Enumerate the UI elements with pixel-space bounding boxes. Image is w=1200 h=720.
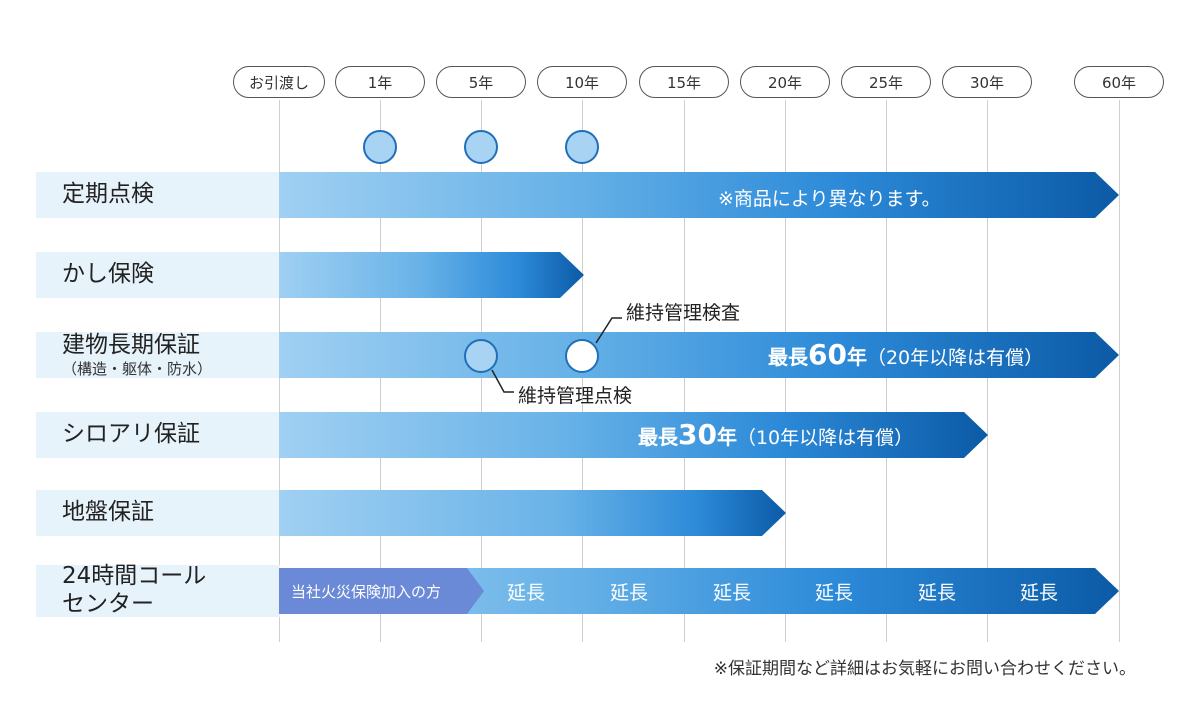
bar-defect-insurance [279, 252, 584, 298]
extension-label: 延長 [1020, 581, 1059, 604]
inspection-marker-10y [565, 130, 599, 164]
footnote: ※保証期間など詳細はお気軽にお問い合わせください。 [713, 659, 1136, 679]
row-sublabel-text: （構造・躯体・防水） [62, 360, 213, 379]
row-label-text: かし保険 [62, 261, 154, 288]
tick-20y: 20年 [740, 66, 830, 98]
bar-ground-warranty [279, 490, 786, 536]
row-label-periodic-inspection: 定期点検 [36, 172, 280, 218]
extension-label: 延長 [507, 581, 546, 604]
max-note: （20年以降は有償） [866, 347, 1044, 369]
row-label-termite-warranty: シロアリ保証 [36, 412, 280, 458]
row-label-call-center: 24時間コール センター [36, 563, 280, 617]
tick-5y: 5年 [436, 66, 526, 98]
bar-periodic-inspection [279, 172, 1119, 218]
extension-label: 延長 [610, 581, 649, 604]
max-prefix: 最長 [638, 425, 678, 449]
tick-25y: 25年 [841, 66, 931, 98]
inspection-marker-5y [464, 130, 498, 164]
maintenance-inspection-marker [565, 339, 599, 373]
tick-1y: 1年 [335, 66, 425, 98]
tick-15y: 15年 [639, 66, 729, 98]
max-note: （10年以降は有償） [736, 427, 914, 449]
row-label-text: シロアリ保証 [62, 421, 200, 448]
gridline-60y [1119, 100, 1120, 642]
max-number: 30 [678, 418, 717, 451]
tick-handover: お引渡し [233, 66, 325, 98]
callout-maintenance-check: 維持管理点検 [518, 385, 633, 407]
long-term-max-label: 最長 60 年 （20年以降は有償） [768, 338, 1043, 371]
row-label-text: 24時間コール [62, 563, 207, 590]
row-label-ground-warranty: 地盤保証 [36, 490, 280, 536]
termite-max-label: 最長 30 年 （10年以降は有償） [638, 418, 913, 451]
row-label-text: 建物長期保証 [62, 331, 200, 358]
row-label-text: 地盤保証 [62, 499, 154, 526]
extension-label: 延長 [815, 581, 854, 604]
row-label-long-term-warranty: 建物長期保証 （構造・躯体・防水） [36, 332, 280, 378]
row-label-text-line2: センター [62, 591, 154, 617]
extension-label: 延長 [713, 581, 752, 604]
row-label-text: 定期点検 [62, 181, 154, 208]
tick-60y: 60年 [1074, 66, 1164, 98]
tick-30y: 30年 [942, 66, 1032, 98]
call-center-inner-label: 当社火災保険加入の方 [279, 568, 484, 614]
bar-long-term-warranty [279, 332, 1119, 378]
inspection-marker-1y [363, 130, 397, 164]
extension-label: 延長 [918, 581, 957, 604]
callout-line-check [491, 369, 514, 393]
maintenance-check-marker [464, 339, 498, 373]
max-unit: 年 [716, 425, 737, 449]
max-number: 60 [808, 338, 847, 371]
bar-termite-warranty [279, 412, 988, 458]
callout-maintenance-inspection: 維持管理検査 [626, 302, 741, 324]
max-unit: 年 [846, 345, 867, 369]
inspection-note: ※商品により異なります。 [718, 188, 941, 210]
max-prefix: 最長 [768, 345, 808, 369]
row-label-defect-insurance: かし保険 [36, 252, 280, 298]
callout-line-inspection [595, 317, 622, 344]
tick-10y: 10年 [537, 66, 627, 98]
